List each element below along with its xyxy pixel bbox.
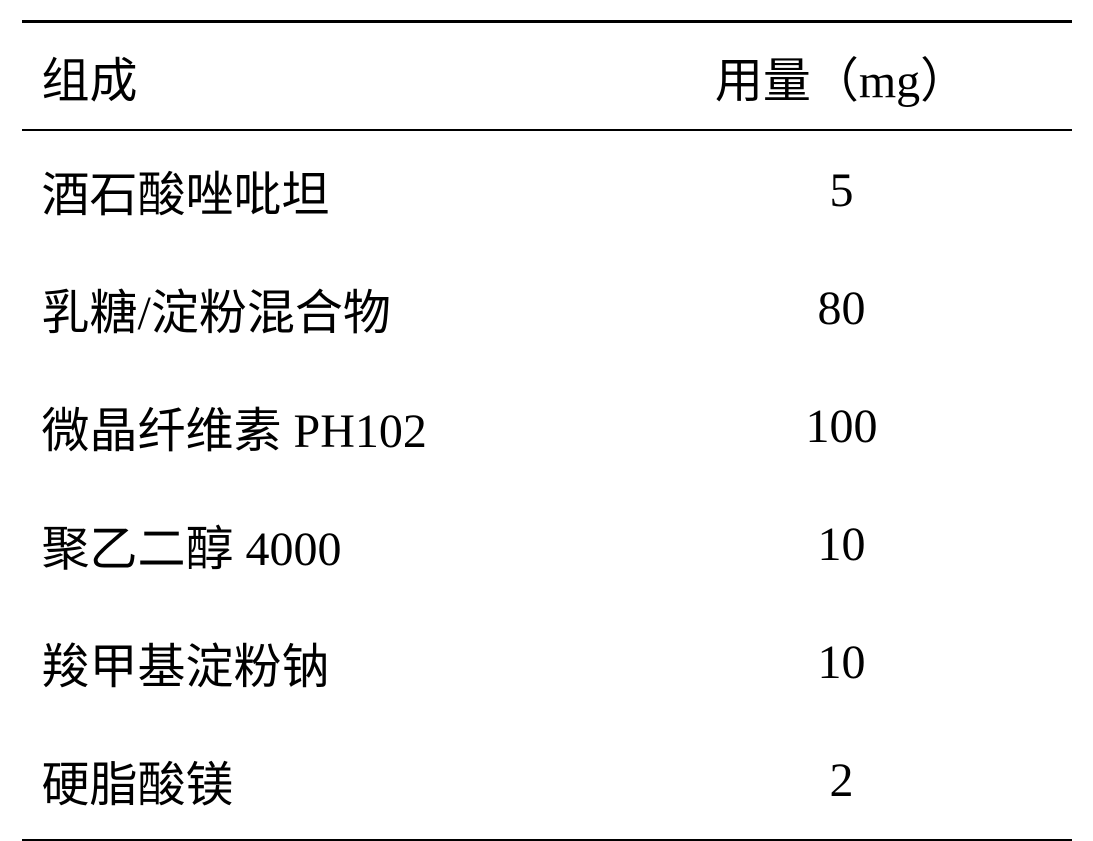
table-header-row: 组成 用量（mg） (22, 22, 1072, 131)
cell-amount: 80 (652, 249, 1072, 367)
table-row: 微晶纤维素 PH102 100 (22, 367, 1072, 485)
table-row: 乳糖/淀粉混合物 80 (22, 249, 1072, 367)
table-row: 聚乙二醇 4000 10 (22, 485, 1072, 603)
cell-amount: 100 (652, 367, 1072, 485)
cell-component: 微晶纤维素 PH102 (22, 367, 652, 485)
table-row: 酒石酸唑吡坦 5 (22, 130, 1072, 249)
cell-component: 酒石酸唑吡坦 (22, 130, 652, 249)
table-row: 硬脂酸镁 2 (22, 721, 1072, 840)
cell-amount: 10 (652, 603, 1072, 721)
cell-amount: 2 (652, 721, 1072, 840)
cell-amount: 5 (652, 130, 1072, 249)
cell-component: 硬脂酸镁 (22, 721, 652, 840)
composition-table-container: 组成 用量（mg） 酒石酸唑吡坦 5 乳糖/淀粉混合物 80 微晶纤维素 PH1… (22, 20, 1072, 841)
cell-component: 聚乙二醇 4000 (22, 485, 652, 603)
cell-amount: 10 (652, 485, 1072, 603)
table-body: 酒石酸唑吡坦 5 乳糖/淀粉混合物 80 微晶纤维素 PH102 100 聚乙二… (22, 130, 1072, 840)
header-amount: 用量（mg） (652, 22, 1072, 131)
cell-component: 羧甲基淀粉钠 (22, 603, 652, 721)
composition-table: 组成 用量（mg） 酒石酸唑吡坦 5 乳糖/淀粉混合物 80 微晶纤维素 PH1… (22, 20, 1072, 841)
header-component: 组成 (22, 22, 652, 131)
table-row: 羧甲基淀粉钠 10 (22, 603, 1072, 721)
cell-component: 乳糖/淀粉混合物 (22, 249, 652, 367)
